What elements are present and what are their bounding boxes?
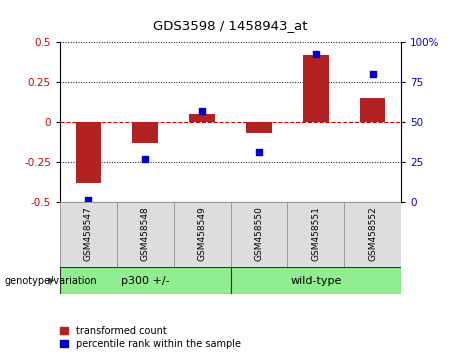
Bar <box>76 122 101 183</box>
Bar <box>287 202 344 267</box>
Bar <box>132 122 158 143</box>
Text: GSM458549: GSM458549 <box>198 206 207 261</box>
Legend: transformed count, percentile rank within the sample: transformed count, percentile rank withi… <box>60 326 241 349</box>
Bar <box>60 202 117 267</box>
Point <box>85 198 92 203</box>
Bar <box>303 55 329 122</box>
Point <box>369 72 376 77</box>
Text: GSM458547: GSM458547 <box>84 206 93 261</box>
Bar <box>230 267 401 294</box>
Point <box>255 149 263 155</box>
Point <box>198 108 206 114</box>
Bar <box>246 122 272 133</box>
Text: genotype/variation: genotype/variation <box>5 275 97 286</box>
Bar <box>174 202 230 267</box>
Bar <box>117 202 174 267</box>
Bar <box>344 202 401 267</box>
Text: GDS3598 / 1458943_at: GDS3598 / 1458943_at <box>153 19 308 33</box>
Point <box>142 156 149 161</box>
Bar <box>60 267 230 294</box>
Text: GSM458551: GSM458551 <box>311 206 320 261</box>
Bar <box>189 114 215 122</box>
Text: p300 +/-: p300 +/- <box>121 275 170 286</box>
Point <box>312 51 319 56</box>
Bar <box>360 98 385 122</box>
Text: GSM458548: GSM458548 <box>141 206 150 261</box>
Bar <box>230 202 287 267</box>
Text: GSM458552: GSM458552 <box>368 206 377 261</box>
Text: wild-type: wild-type <box>290 275 342 286</box>
Text: GSM458550: GSM458550 <box>254 206 263 261</box>
